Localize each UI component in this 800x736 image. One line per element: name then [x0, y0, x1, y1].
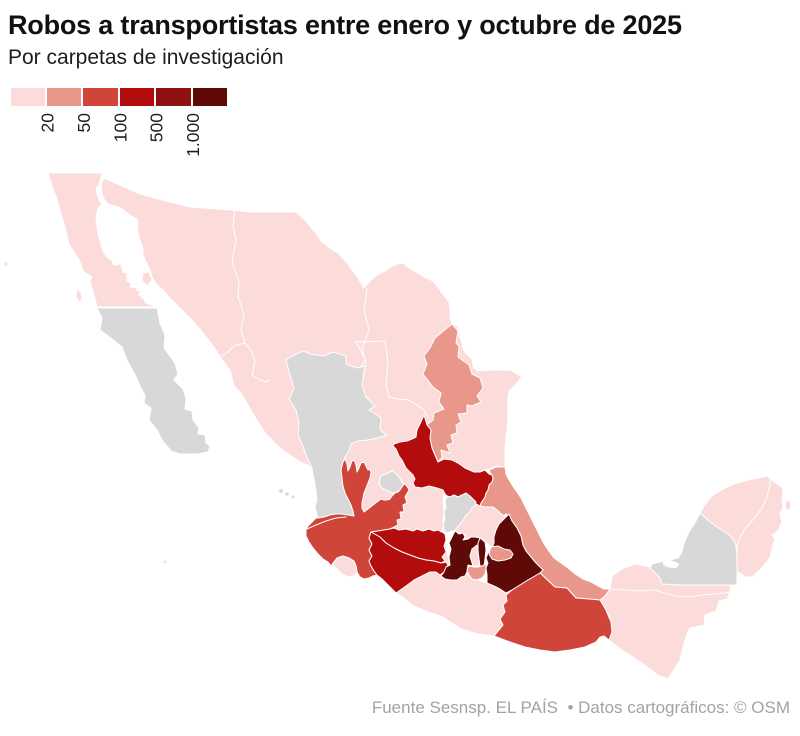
svg-text:100: 100 [110, 113, 130, 142]
svg-text:1.000: 1.000 [183, 113, 203, 157]
svg-text:500: 500 [147, 113, 167, 142]
svg-text:50: 50 [74, 113, 94, 133]
svg-text:20: 20 [38, 113, 58, 133]
